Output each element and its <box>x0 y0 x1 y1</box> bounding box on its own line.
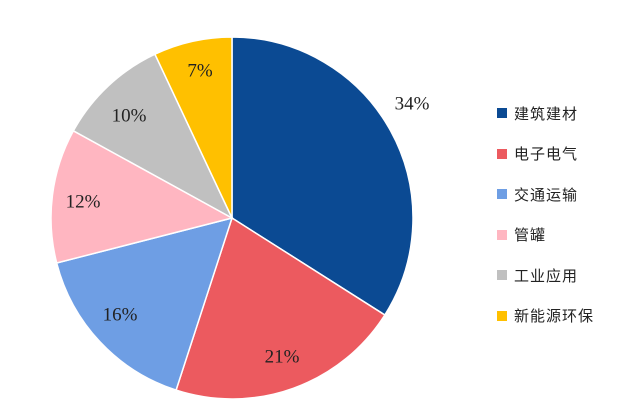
legend-label: 工业应用 <box>514 266 579 285</box>
pie-value-label-3: 12% <box>66 191 101 212</box>
legend-swatch <box>497 310 507 321</box>
legend-swatch <box>497 108 507 118</box>
legend-item: 管罐 <box>497 225 594 245</box>
pie-slice-5 <box>153 36 233 219</box>
pie-slice-2 <box>55 216 234 392</box>
legend-label: 交通运输 <box>514 185 579 204</box>
pie-value-label-2: 16% <box>103 304 138 325</box>
legend-label: 建筑建材 <box>514 104 579 123</box>
pie-value-label-5: 7% <box>187 60 213 81</box>
legend-item: 电子电气 <box>497 144 594 164</box>
legend-label: 管罐 <box>514 226 547 244</box>
pie-value-label-0: 34% <box>395 93 430 114</box>
pie-slice-0 <box>231 36 414 317</box>
pie-slice-3 <box>50 129 235 264</box>
legend-label: 电子电气 <box>514 145 579 163</box>
legend-item: 工业应用 <box>497 265 594 285</box>
legend-swatch <box>497 189 507 199</box>
pie-slice-4 <box>72 53 234 220</box>
pie-slice-1 <box>175 216 386 400</box>
legend-item: 交通运输 <box>497 184 594 204</box>
legend-swatch <box>497 229 507 240</box>
pie-slices <box>50 36 414 400</box>
legend-swatch <box>497 148 507 159</box>
pie-value-label-4: 10% <box>112 105 147 126</box>
pie-value-label-1: 21% <box>265 346 300 367</box>
legend-label: 新能源环保 <box>514 307 595 325</box>
legend-swatch <box>497 270 507 280</box>
pie-value-labels: 34% 21% 16% 12% 10% 7% <box>66 60 430 367</box>
legend-item: 新能源环保 <box>497 306 594 326</box>
legend: 建筑建材电子电气交通运输管罐工业应用新能源环保 <box>497 103 594 346</box>
legend-item: 建筑建材 <box>497 103 594 123</box>
